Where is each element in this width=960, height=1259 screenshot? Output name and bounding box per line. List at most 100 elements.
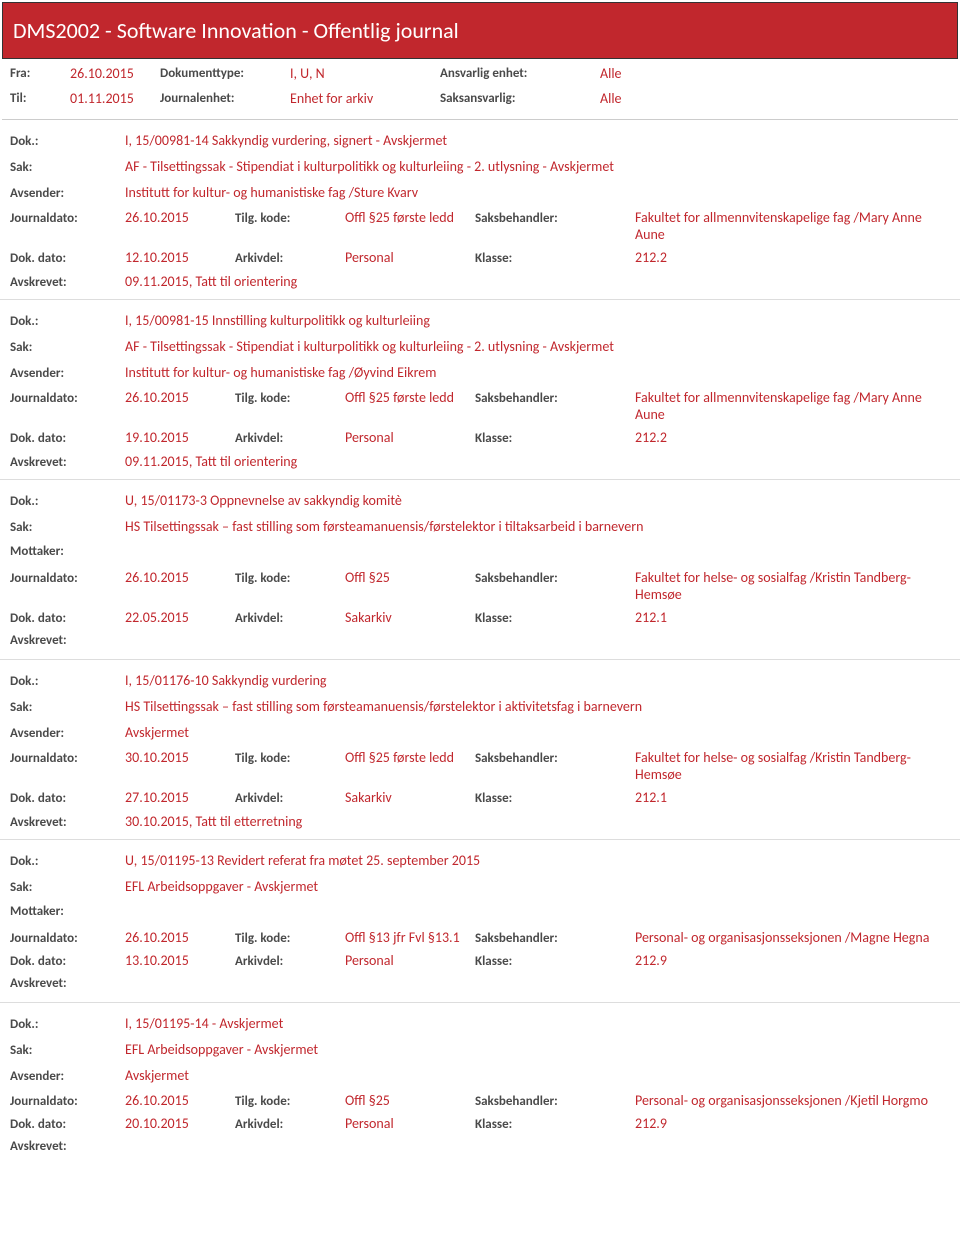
klasse-value: 212.2 <box>635 429 950 446</box>
saksbehandler-value: Fakultet for allmennvitenskapelige fag /… <box>635 389 950 423</box>
saksbehandler-label: Saksbehandler: <box>475 391 635 406</box>
klasse-label: Klasse: <box>475 251 635 266</box>
dok-value: I, 15/00981-15 Innstilling kulturpolitik… <box>125 312 950 329</box>
tilgkode-value: Offl §25 første ledd <box>345 749 475 766</box>
journaldato-label: Journaldato: <box>10 751 125 766</box>
journal-entry: Dok.:I, 15/01195-14 - AvskjermetSak:EFL … <box>0 1003 960 1165</box>
meta-row-2: Til: 01.11.2015 Journalenhet: Enhet for … <box>0 86 960 111</box>
party-value: Avskjermet <box>125 724 950 741</box>
dok-label: Dok.: <box>10 674 125 689</box>
journaldato-label: Journaldato: <box>10 1094 125 1109</box>
saksbehandler-label: Saksbehandler: <box>475 211 635 226</box>
arkivdel-value: Sakarkiv <box>345 789 475 806</box>
ansvarlig-value: Alle <box>600 65 622 82</box>
sak-value: AF - Tilsettingssak - Stipendiat i kultu… <box>125 158 950 175</box>
avskrevet-value: 30.10.2015, Tatt til etterretning <box>125 813 950 830</box>
journalenhet-label: Journalenhet: <box>160 91 290 106</box>
arkivdel-value: Personal <box>345 952 475 969</box>
journaldato-label: Journaldato: <box>10 391 125 406</box>
doktype-label: Dokumenttype: <box>160 66 290 81</box>
party-label: Avsender: <box>10 1069 125 1084</box>
arkivdel-label: Arkivdel: <box>235 954 345 969</box>
dok-value: I, 15/01195-14 - Avskjermet <box>125 1015 950 1032</box>
page-title: DMS2002 - Software Innovation - Offentli… <box>13 17 459 44</box>
dok-label: Dok.: <box>10 314 125 329</box>
avskrevet-label: Avskrevet: <box>10 633 125 648</box>
dok-label: Dok.: <box>10 134 125 149</box>
saksbehandler-value: Fakultet for allmennvitenskapelige fag /… <box>635 209 950 243</box>
dokdato-label: Dok. dato: <box>10 791 125 806</box>
sak-label: Sak: <box>10 700 125 715</box>
dokdato-value: 19.10.2015 <box>125 429 235 446</box>
saksbehandler-label: Saksbehandler: <box>475 931 635 946</box>
dokdato-label: Dok. dato: <box>10 251 125 266</box>
klasse-value: 212.9 <box>635 952 950 969</box>
page-title-banner: DMS2002 - Software Innovation - Offentli… <box>2 2 958 59</box>
arkivdel-label: Arkivdel: <box>235 611 345 626</box>
dokdato-value: 27.10.2015 <box>125 789 235 806</box>
tilgkode-label: Tilg. kode: <box>235 1094 345 1109</box>
klasse-label: Klasse: <box>475 1117 635 1132</box>
journaldato-value: 26.10.2015 <box>125 929 235 946</box>
dokdato-value: 12.10.2015 <box>125 249 235 266</box>
fra-value: 26.10.2015 <box>70 65 160 82</box>
entries-list: Dok.:I, 15/00981-14 Sakkyndig vurdering,… <box>0 120 960 1165</box>
tilgkode-value: Offl §25 første ledd <box>345 389 475 406</box>
avskrevet-label: Avskrevet: <box>10 455 125 470</box>
saksbehandler-value: Personal- og organisasjonsseksjonen /Kje… <box>635 1092 950 1109</box>
party-label: Avsender: <box>10 366 125 381</box>
journaldato-value: 26.10.2015 <box>125 389 235 406</box>
til-label: Til: <box>10 91 70 106</box>
avskrevet-value: 09.11.2015, Tatt til orientering <box>125 453 950 470</box>
dokdato-value: 20.10.2015 <box>125 1115 235 1132</box>
journal-entry: Dok.:I, 15/00981-15 Innstilling kulturpo… <box>0 300 960 480</box>
dok-value: U, 15/01195-13 Revidert referat fra møte… <box>125 852 950 869</box>
tilgkode-label: Tilg. kode: <box>235 751 345 766</box>
klasse-label: Klasse: <box>475 791 635 806</box>
dokdato-value: 13.10.2015 <box>125 952 235 969</box>
dok-label: Dok.: <box>10 494 125 509</box>
saksbehandler-value: Fakultet for helse- og sosialfag /Kristi… <box>635 749 950 783</box>
tilgkode-label: Tilg. kode: <box>235 211 345 226</box>
dok-value: U, 15/01173-3 Oppnevnelse av sakkyndig k… <box>125 492 950 509</box>
arkivdel-label: Arkivdel: <box>235 431 345 446</box>
saks-label: Saksansvarlig: <box>440 91 600 106</box>
sak-value: HS Tilsettingssak – fast stilling som fø… <box>125 518 950 535</box>
sak-value: EFL Arbeidsoppgaver - Avskjermet <box>125 878 950 895</box>
dokdato-value: 22.05.2015 <box>125 609 235 626</box>
avskrevet-label: Avskrevet: <box>10 275 125 290</box>
journaldato-label: Journaldato: <box>10 571 125 586</box>
dok-label: Dok.: <box>10 1017 125 1032</box>
party-value: Institutt for kultur- og humanistiske fa… <box>125 184 950 201</box>
sak-value: AF - Tilsettingssak - Stipendiat i kultu… <box>125 338 950 355</box>
klasse-label: Klasse: <box>475 611 635 626</box>
klasse-value: 212.1 <box>635 609 950 626</box>
tilgkode-value: Offl §25 første ledd <box>345 209 475 226</box>
arkivdel-label: Arkivdel: <box>235 1117 345 1132</box>
avskrevet-label: Avskrevet: <box>10 1139 125 1154</box>
saksbehandler-label: Saksbehandler: <box>475 1094 635 1109</box>
party-label: Avsender: <box>10 726 125 741</box>
party-label: Avsender: <box>10 186 125 201</box>
dokdato-label: Dok. dato: <box>10 954 125 969</box>
klasse-value: 212.1 <box>635 789 950 806</box>
avskrevet-value: 09.11.2015, Tatt til orientering <box>125 273 950 290</box>
til-value: 01.11.2015 <box>70 90 160 107</box>
party-label: Mottaker: <box>10 904 125 919</box>
klasse-label: Klasse: <box>475 431 635 446</box>
saksbehandler-value: Personal- og organisasjonsseksjonen /Mag… <box>635 929 950 946</box>
tilgkode-value: Offl §13 jfr Fvl §13.1 <box>345 929 475 946</box>
journaldato-value: 26.10.2015 <box>125 569 235 586</box>
saks-value: Alle <box>600 90 622 107</box>
sak-value: HS Tilsettingssak – fast stilling som fø… <box>125 698 950 715</box>
dok-label: Dok.: <box>10 854 125 869</box>
tilgkode-value: Offl §25 <box>345 569 475 586</box>
dokdato-label: Dok. dato: <box>10 611 125 626</box>
dok-value: I, 15/00981-14 Sakkyndig vurdering, sign… <box>125 132 950 149</box>
dok-value: I, 15/01176-10 Sakkyndig vurdering <box>125 672 950 689</box>
avskrevet-label: Avskrevet: <box>10 976 125 991</box>
klasse-value: 212.9 <box>635 1115 950 1132</box>
doktype-value: I, U, N <box>290 65 440 82</box>
party-value: Avskjermet <box>125 1067 950 1084</box>
journaldato-label: Journaldato: <box>10 211 125 226</box>
